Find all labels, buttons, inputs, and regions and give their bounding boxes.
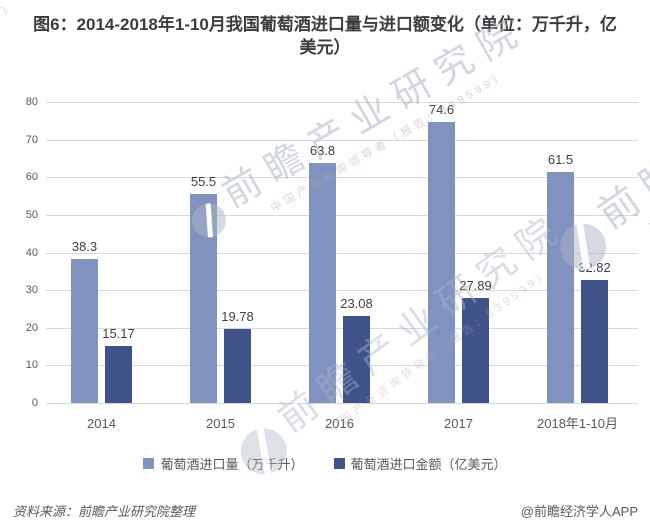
x-category-label: 2014 (87, 416, 116, 431)
y-tick-label: 50 (25, 208, 38, 221)
x-category-label: 2015 (206, 416, 235, 431)
legend-item-import-volume: 葡萄酒进口量（万千升） (143, 454, 304, 473)
bar-import-volume (428, 122, 455, 403)
source-note: 资料来源：前瞻产业研究院整理 (13, 504, 196, 519)
y-tick-label: 40 (25, 246, 38, 259)
x-category-label: 2017 (444, 416, 473, 431)
gridline (46, 214, 638, 216)
bar-import-value (224, 328, 251, 403)
legend-item-import-value: 葡萄酒进口金额（亿美元） (333, 454, 507, 473)
y-tick-label: 10 (25, 359, 38, 372)
bar-value-label: 27.89 (459, 278, 492, 294)
bar-value-label: 55.5 (190, 174, 217, 190)
bar-import-volume (547, 171, 574, 403)
bar-import-volume (190, 194, 217, 403)
bar-value-label: 15.17 (102, 325, 135, 341)
bar-import-value (343, 316, 370, 403)
gridline (46, 139, 638, 141)
bar-import-value (105, 345, 132, 403)
legend: 葡萄酒进口量（万千升） 葡萄酒进口金额（亿美元） (0, 454, 650, 473)
bar-import-value (462, 298, 489, 403)
y-tick-label: 30 (25, 284, 38, 297)
y-tick-label: 60 (25, 171, 38, 184)
legend-label-import-volume: 葡萄酒进口量（万千升） (160, 457, 304, 472)
legend-swatch-import-value (333, 458, 345, 469)
legend-swatch-import-volume (143, 458, 155, 469)
bar-value-label: 38.3 (71, 238, 98, 254)
y-tick-label: 20 (25, 321, 38, 334)
y-tick-label: 70 (25, 133, 38, 146)
chart-title: 图6：2014-2018年1-10月我国葡萄酒进口量与进口额变化（单位：万千升，… (33, 15, 617, 57)
bar-value-label: 32.82 (578, 259, 611, 275)
gridline (46, 365, 638, 367)
gridline (46, 252, 638, 254)
gridline (46, 102, 638, 103)
bar-import-volume (71, 258, 98, 403)
bar-value-label: 63.8 (309, 142, 336, 158)
bar-value-label: 23.08 (340, 296, 373, 312)
bar-value-label: 74.6 (428, 102, 455, 118)
attribution: @前瞻经济学人APP (520, 504, 638, 519)
y-tick-label: 80 (25, 96, 38, 108)
x-category-label: 2018年1-10月 (537, 416, 618, 431)
gridline (46, 290, 638, 292)
y-tick-label: 0 (31, 397, 38, 409)
bar-value-label: 61.5 (547, 151, 574, 167)
bar-value-label: 19.78 (221, 308, 254, 324)
bar-import-volume (309, 162, 336, 403)
gridline (46, 177, 638, 179)
bar-import-value (581, 279, 608, 403)
legend-label-import-value: 葡萄酒进口金额（亿美元） (350, 457, 507, 472)
x-category-label: 2016 (325, 416, 354, 431)
gridline (46, 403, 638, 404)
gridline (46, 327, 638, 329)
